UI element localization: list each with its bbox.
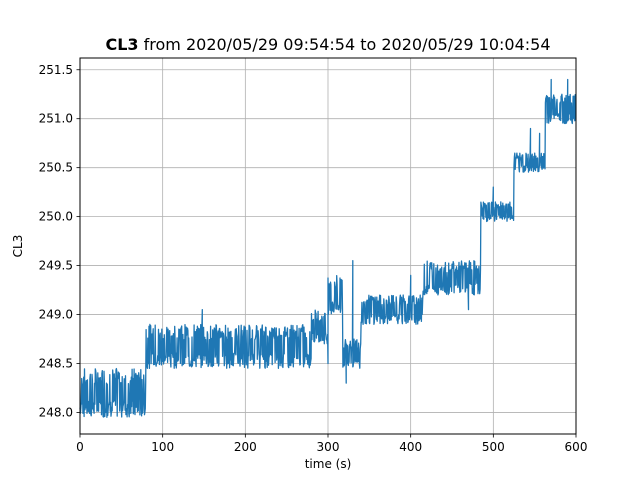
y-axis-label: CL3 <box>11 235 25 258</box>
y-tick-label: 248.0 <box>39 405 73 419</box>
chart-title: CL3 from 2020/05/29 09:54:54 to 2020/05/… <box>105 35 550 54</box>
y-tick-label: 249.0 <box>39 308 73 322</box>
y-tick-label: 248.5 <box>39 357 73 371</box>
x-axis-label: time (s) <box>305 457 352 471</box>
x-tick-label: 200 <box>234 440 257 454</box>
y-tick-label: 251.0 <box>39 112 73 126</box>
x-tick-label: 500 <box>482 440 505 454</box>
x-axis-ticks: 0 100 200 300 400 500 600 <box>76 434 587 454</box>
y-axis-ticks: 248.0 248.5 249.0 249.5 250.0 250.5 251.0 251.5 <box>39 63 80 419</box>
x-tick-label: 0 <box>76 440 84 454</box>
x-tick-label: 300 <box>317 440 340 454</box>
y-tick-label: 250.5 <box>39 161 73 175</box>
y-tick-label: 251.5 <box>39 63 73 77</box>
chart-title-rest: from 2020/05/29 09:54:54 to 2020/05/29 1… <box>139 35 551 54</box>
x-tick-label: 600 <box>565 440 588 454</box>
y-tick-label: 249.5 <box>39 259 73 273</box>
x-tick-label: 100 <box>151 440 174 454</box>
x-tick-label: 400 <box>399 440 422 454</box>
chart-title-bold: CL3 <box>105 35 138 54</box>
series-line <box>79 78 577 418</box>
grid <box>79 58 577 434</box>
y-tick-label: 250.0 <box>39 210 73 224</box>
series-path <box>79 78 577 418</box>
